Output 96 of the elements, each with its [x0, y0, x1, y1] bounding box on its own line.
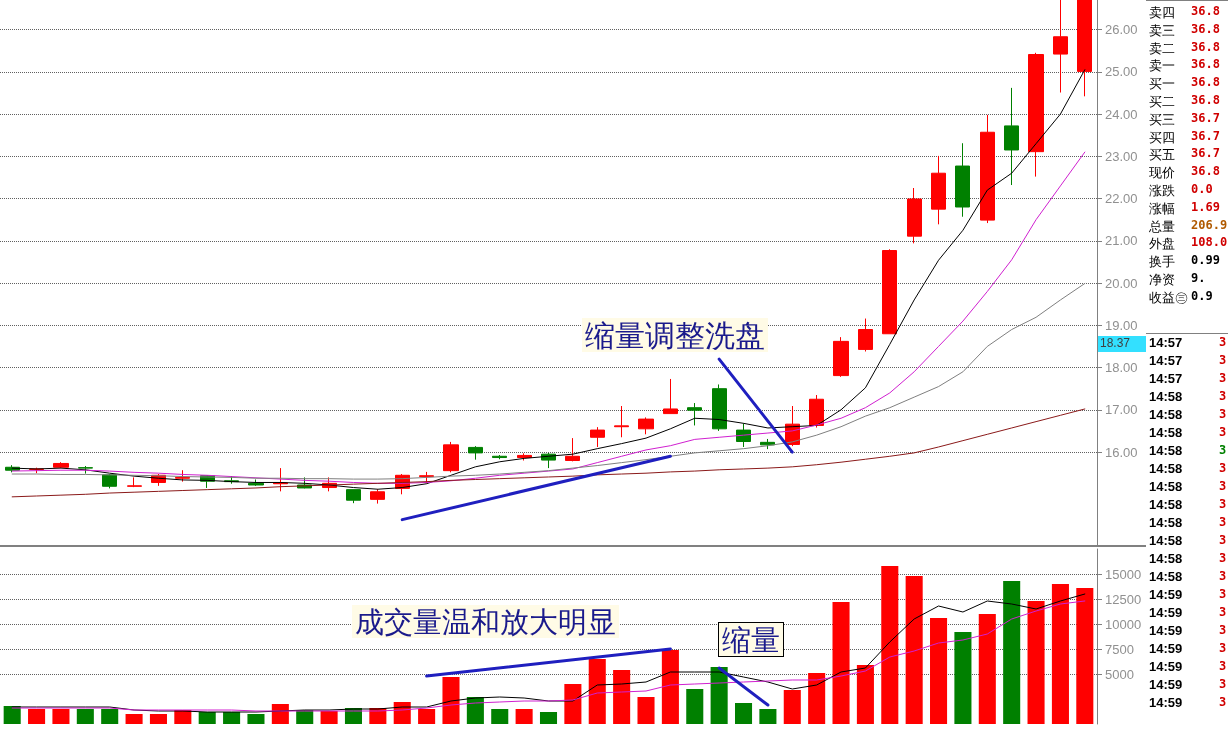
category-label: 14:58 — [1149, 479, 1183, 494]
y-tick-label: 19.00 — [1105, 317, 1138, 333]
category-label: 14:58 — [1149, 425, 1183, 440]
text: 3 — [1219, 551, 1227, 565]
y-tick-label: 15000 — [1105, 566, 1142, 582]
category-label: 14:59 — [1149, 659, 1183, 674]
text: 108.0 — [1191, 235, 1228, 250]
text: 206.9 — [1191, 217, 1228, 232]
y-tick-label: 12500 — [1105, 591, 1142, 607]
text: 3 — [1219, 659, 1227, 673]
category-label: 14:58 — [1149, 461, 1183, 476]
category-label: 14:59 — [1149, 587, 1183, 602]
text: 36.8 — [1191, 164, 1220, 179]
category-label: 14:59 — [1149, 695, 1183, 710]
category-label: 14:59 — [1149, 605, 1183, 620]
text: 3 — [1219, 623, 1227, 637]
annotation: 缩量调整洗盘 — [585, 318, 765, 352]
category-label: 14:58 — [1149, 569, 1183, 584]
y-tick-label: 5000 — [1105, 666, 1134, 682]
text: 3 — [1219, 443, 1227, 457]
category-label: 净资 — [1149, 271, 1175, 289]
category-label: 换手 — [1149, 253, 1175, 272]
text: 3 — [1219, 335, 1227, 349]
text: 3 — [1219, 461, 1227, 475]
category-label: 卖四 — [1149, 4, 1175, 22]
category-label: 14:58 — [1149, 389, 1183, 404]
text: 36.7 — [1191, 110, 1220, 125]
y-tick-label: 21.00 — [1105, 233, 1138, 249]
y-tick-label: 16.00 — [1105, 444, 1138, 460]
category-label: 现价 — [1149, 164, 1175, 183]
text: 3 — [1219, 353, 1227, 367]
category-label: 外盘 — [1149, 235, 1175, 254]
category-label: 14:58 — [1149, 443, 1183, 458]
category-label: 14:57 — [1149, 335, 1183, 350]
category-label: 买五 — [1149, 146, 1175, 165]
annotation: 缩量 — [722, 623, 780, 656]
category-label: 卖三 — [1149, 21, 1175, 40]
category-label: 14:58 — [1149, 407, 1183, 422]
text: 3 — [1219, 515, 1227, 529]
text: 3 — [1219, 641, 1227, 655]
category-label: 14:59 — [1149, 677, 1183, 692]
y-tick-label: 17.00 — [1105, 402, 1138, 418]
text: 36.8 — [1191, 57, 1220, 72]
text: 36.7 — [1191, 146, 1220, 161]
y-tick-label: 24.00 — [1105, 106, 1138, 122]
y-tick-label: 23.00 — [1105, 148, 1138, 164]
category-label: 买一 — [1149, 75, 1175, 94]
text: 36.8 — [1191, 39, 1220, 54]
y-tick-label: 10000 — [1105, 616, 1142, 632]
category-label: 14:57 — [1149, 371, 1183, 386]
text: 36.8 — [1191, 93, 1220, 107]
category-label: 14:59 — [1149, 641, 1183, 656]
category-label: 卖一 — [1149, 57, 1175, 76]
category-label: 涨幅 — [1149, 199, 1175, 218]
text: 3 — [1219, 533, 1227, 547]
text: 1.69 — [1191, 199, 1220, 214]
text: 36.8 — [1191, 21, 1220, 36]
category-label: 14:58 — [1149, 551, 1183, 566]
text: 3 — [1219, 497, 1227, 511]
text: 36.7 — [1191, 128, 1220, 143]
category-label: 买三 — [1149, 110, 1175, 129]
category-label: 涨跌 — [1149, 182, 1175, 200]
text: 3 — [1219, 695, 1227, 709]
text: 3 — [1219, 479, 1227, 493]
text: 0.0 — [1191, 182, 1213, 196]
text: 3 — [1219, 605, 1227, 619]
text: 36.8 — [1191, 75, 1220, 90]
y-tick-label: 7500 — [1105, 641, 1134, 657]
y-tick-label: 26.00 — [1105, 22, 1138, 38]
text: 18.37 — [1100, 336, 1131, 350]
y-tick-label: 20.00 — [1105, 275, 1138, 291]
annotation: 成交量温和放大明显 — [355, 605, 616, 638]
y-tick-label: 25.00 — [1105, 64, 1138, 80]
text: 3 — [1219, 389, 1227, 403]
category-label: 14:58 — [1149, 533, 1183, 548]
category-label: 买二 — [1149, 93, 1175, 111]
category-label: 14:58 — [1149, 497, 1183, 512]
text: 0.9 — [1191, 288, 1213, 303]
category-label: 总量 — [1149, 217, 1175, 236]
text: 3 — [1219, 371, 1227, 385]
text: 0.99 — [1191, 253, 1220, 268]
text: 3 — [1219, 677, 1227, 691]
text: 3 — [1219, 569, 1227, 583]
text: 3 — [1219, 587, 1227, 601]
y-tick-label: 22.00 — [1105, 191, 1138, 207]
category-label: 14:57 — [1149, 353, 1183, 368]
text: 3 — [1219, 407, 1227, 421]
category-label: 14:59 — [1149, 623, 1183, 638]
text: 3 — [1219, 425, 1227, 439]
category-label: 买四 — [1149, 128, 1175, 147]
category-label: 卖二 — [1149, 39, 1175, 58]
category-label: 14:58 — [1149, 515, 1183, 530]
text: 36.8 — [1191, 4, 1220, 18]
text: 9. — [1191, 271, 1206, 285]
y-tick-label: 18.00 — [1105, 360, 1138, 376]
category-label: 收益㊂ — [1149, 288, 1188, 307]
